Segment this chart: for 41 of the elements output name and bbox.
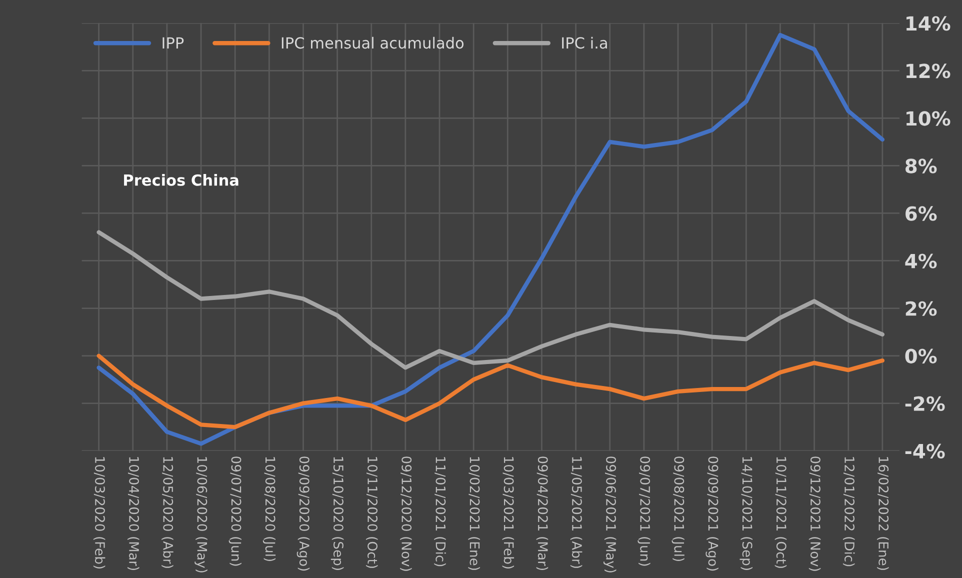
line-series	[96, 32, 885, 446]
line-series	[96, 354, 885, 430]
x-tick-label: 09/12/2020 (Nov)	[400, 456, 412, 571]
x-tick-label: 09/04/2021 (Mar)	[536, 456, 548, 570]
legend-label: IPC i.a	[562, 36, 607, 49]
x-tick-label: 15/10/2020 (Sep)	[330, 457, 344, 570]
x-tick-label: 10/02/2021 (Ene)	[468, 457, 480, 570]
legend-label: IPC mensual acumulado	[282, 36, 464, 49]
x-tick-label: 09/09/2020 (Ago)	[296, 456, 310, 571]
y-tick-label: 10%	[906, 111, 950, 126]
x-tick-label: 09/09/2021 (Ago)	[706, 456, 718, 571]
y-tick-label: 12%	[906, 64, 950, 78]
y-tick-label: 8%	[906, 158, 937, 174]
legend-label: IPP	[162, 37, 184, 48]
x-tick-label: 11/05/2021 (Abr)	[570, 457, 582, 568]
x-tick-label: 12/05/2020 (Abr)	[162, 457, 174, 568]
x-tick-label: 10/03/2020 (Feb)	[93, 457, 106, 568]
x-tick-label: 09/12/2021 (Nov)	[808, 456, 821, 571]
x-tick-label: 10/06/2020 (May)	[194, 457, 208, 572]
y-tick-label: -2%	[905, 396, 945, 411]
x-tick-label: 09/07/2021 (Jun)	[638, 456, 650, 566]
x-tick-label: 10/08/2020 (Jul)	[262, 457, 276, 562]
y-tick-label: 4%	[905, 254, 937, 268]
y-tick-label: 6%	[906, 206, 937, 221]
y-tick-label: 2%	[906, 301, 937, 316]
x-tick-label: 12/01/2022 (Dic)	[842, 457, 855, 566]
x-tick-label: 10/04/2020 (Mar)	[127, 457, 140, 570]
x-tick-label: 09/07/2020 (Jun)	[228, 456, 242, 566]
y-tick-label: -4%	[905, 444, 945, 459]
annotation: Precios China	[124, 174, 238, 186]
x-tick-label: 11/01/2021 (Dic)	[434, 457, 446, 566]
x-tick-label: 14/10/2021 (Sep)	[740, 457, 753, 570]
x-tick-label: 10/11/2021 (Oct)	[774, 457, 787, 568]
x-tick-label: 09/08/2021 (Jul)	[672, 456, 684, 562]
x-tick-label: 09/06/2021 (May)	[603, 456, 616, 572]
y-tick-label: 0%	[905, 348, 937, 364]
line-series	[96, 230, 885, 370]
x-tick-label: 10/03/2021 (Feb)	[502, 457, 514, 568]
x-tick-label: 16/02/2022 (Ene)	[877, 457, 889, 570]
x-tick-label: 10/11/2020 (Oct)	[366, 457, 378, 568]
y-tick-label: 14%	[906, 16, 950, 31]
